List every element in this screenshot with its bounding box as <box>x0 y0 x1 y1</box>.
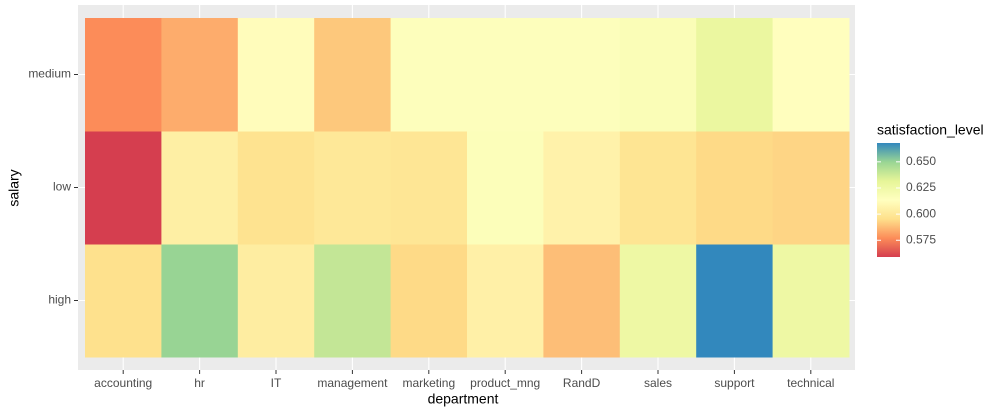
heat-tile <box>467 131 544 245</box>
heat-tile <box>390 244 468 358</box>
heat-tile <box>85 244 162 358</box>
heat-tile <box>467 18 544 132</box>
heat-tile <box>237 18 315 132</box>
x-tick-label: management <box>317 376 388 390</box>
x-tick-label: support <box>714 376 755 390</box>
x-tick-label: IT <box>271 376 282 390</box>
heat-tile <box>161 18 239 132</box>
y-tick-label: low <box>53 180 71 194</box>
x-tick-label: marketing <box>402 376 455 390</box>
heat-tile <box>543 18 621 132</box>
heat-tile <box>772 244 850 358</box>
heat-tile <box>161 244 239 358</box>
x-tick-label: RandD <box>563 376 601 390</box>
heat-tile <box>390 131 468 245</box>
heat-tile <box>772 18 850 132</box>
heat-tile <box>161 131 239 245</box>
legend-tick-label: 0.625 <box>906 180 936 194</box>
y-tick-label: medium <box>28 67 71 81</box>
heat-tile <box>85 131 162 245</box>
heat-tile <box>619 18 697 132</box>
heat-tile <box>85 18 162 132</box>
heat-tile <box>314 131 392 245</box>
heat-tile <box>696 244 774 358</box>
x-axis-title: department <box>428 391 499 407</box>
x-tick-label: sales <box>644 376 672 390</box>
x-tick-label: hr <box>194 376 205 390</box>
heat-tile <box>696 131 774 245</box>
x-tick-label: technical <box>787 376 834 390</box>
heat-tile <box>772 131 850 245</box>
heat-tile <box>314 18 392 132</box>
color-bar <box>877 143 900 257</box>
x-tick-label: accounting <box>94 376 152 390</box>
legend-tick-label: 0.600 <box>906 206 936 220</box>
heat-tile <box>543 131 621 245</box>
y-tick-label: high <box>48 293 71 307</box>
legend-tick-label: 0.575 <box>906 232 936 246</box>
heat-tile <box>543 244 621 358</box>
legend-title: satisfaction_level <box>877 122 984 138</box>
heat-tile <box>237 131 315 245</box>
heat-tile <box>619 131 697 245</box>
x-tick-label: product_mng <box>470 376 540 390</box>
y-axis-title: salary <box>6 169 22 206</box>
heat-tile <box>467 244 544 358</box>
heat-tile <box>696 18 774 132</box>
heat-tile <box>619 244 697 358</box>
legend-tick-label: 0.650 <box>906 154 936 168</box>
heat-tile <box>237 244 315 358</box>
heat-tile <box>314 244 392 358</box>
heat-tile <box>390 18 468 132</box>
